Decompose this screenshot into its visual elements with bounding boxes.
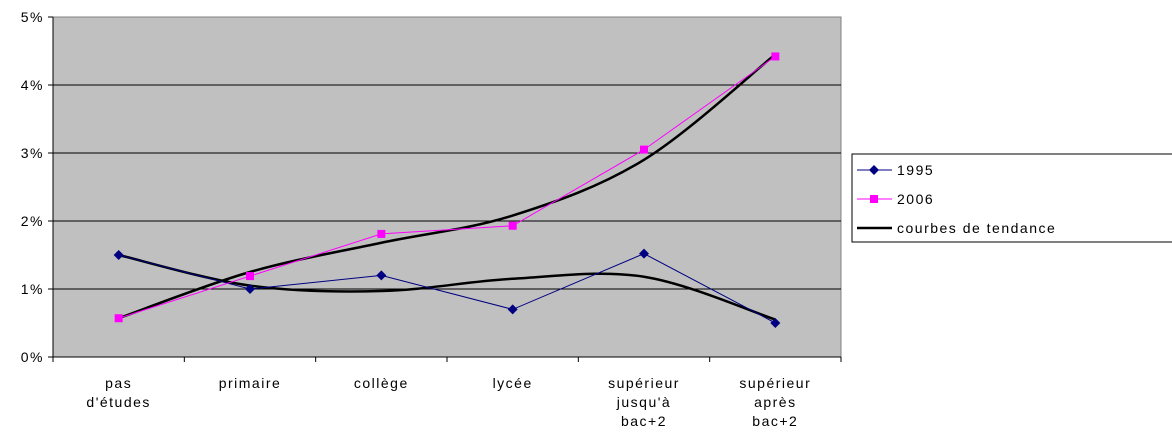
legend-marker-2006 <box>870 195 878 203</box>
category-label: pas d'études <box>86 375 151 410</box>
legend-box <box>851 153 1172 243</box>
data-point-1995 <box>770 318 781 328</box>
gridlines <box>53 84 841 290</box>
category-label: supérieur après bac+2 <box>739 375 811 429</box>
y-tick-label: 5% <box>21 9 44 25</box>
data-point-2006 <box>377 229 386 238</box>
data-point-2006 <box>114 314 123 323</box>
data-point-2006 <box>246 272 254 281</box>
legend-label-trend: courbes de tendance <box>897 220 1056 236</box>
axes <box>48 16 842 362</box>
data-point-1995 <box>245 284 255 294</box>
y-tick-label: 0% <box>21 349 44 365</box>
data-point-1995 <box>113 250 124 260</box>
data-point-2006 <box>771 52 780 61</box>
legend-label-2006: 2006 <box>897 191 934 207</box>
legend-marker-1995 <box>869 165 879 175</box>
data-point-1995 <box>376 270 387 281</box>
data-point-2006 <box>640 145 648 154</box>
series-line-2006 <box>118 56 776 319</box>
legend-label-1995: 1995 <box>897 162 934 178</box>
y-tick-label: 1% <box>21 281 44 297</box>
legend: 1995 2006 courbes de tendance <box>851 153 1172 243</box>
y-tick-label: 2% <box>21 213 44 229</box>
category-label: supérieur jusqu'à bac+2 <box>608 375 680 429</box>
category-label: collège <box>354 375 409 391</box>
y-tick-label: 3% <box>21 145 44 161</box>
category-label: primaire <box>219 375 282 391</box>
series-lines <box>113 52 781 328</box>
y-tick-label: 4% <box>21 77 44 93</box>
axis-labels: 0% 1% 2% 3% 4% 5% pas d'études primaire collège ly… <box>21 9 811 429</box>
data-point-2006 <box>508 221 517 230</box>
trend-line <box>118 253 776 321</box>
plot-area <box>52 16 842 358</box>
data-point-1995 <box>507 304 518 315</box>
category-label: lycée <box>493 375 533 391</box>
data-point-1995 <box>639 248 649 259</box>
